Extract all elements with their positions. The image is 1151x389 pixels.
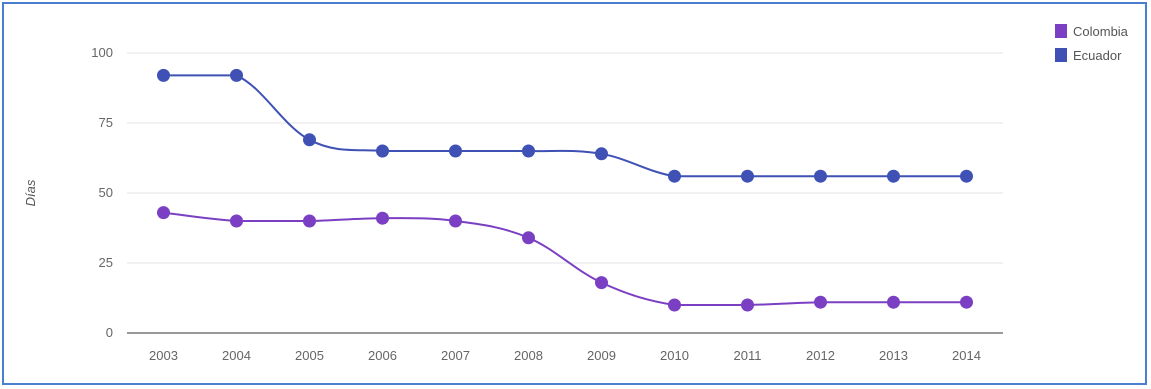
x-tick-label: 2003 <box>149 348 178 363</box>
data-point-colombia[interactable] <box>814 295 827 309</box>
data-point-colombia[interactable] <box>887 295 900 309</box>
series-line-ecuador <box>163 74 967 178</box>
data-point-ecuador[interactable] <box>303 133 316 147</box>
data-point-colombia[interactable] <box>157 206 170 220</box>
x-tick-label: 2014 <box>952 348 981 363</box>
y-tick-label: 50 <box>99 185 113 200</box>
data-point-ecuador[interactable] <box>960 169 973 183</box>
y-axis-ticks: 0 25 50 75 100 <box>91 45 113 340</box>
x-tick-label: 2008 <box>514 348 543 363</box>
x-tick-label: 2006 <box>368 348 397 363</box>
data-point-colombia[interactable] <box>668 298 681 312</box>
y-tick-label: 25 <box>99 255 113 270</box>
x-tick-label: 2012 <box>806 348 835 363</box>
data-point-colombia[interactable] <box>303 214 316 228</box>
legend-swatch-ecuador <box>1055 48 1067 62</box>
gridlines <box>127 52 1003 264</box>
x-tick-label: 2011 <box>734 348 762 363</box>
y-tick-label: 100 <box>91 45 113 60</box>
data-point-ecuador[interactable] <box>741 169 754 183</box>
x-tick-label: 2007 <box>441 348 470 363</box>
data-point-ecuador[interactable] <box>157 68 170 82</box>
y-tick-label: 0 <box>106 325 113 340</box>
data-point-colombia[interactable] <box>595 276 608 290</box>
data-point-ecuador[interactable] <box>230 68 243 82</box>
series-group <box>157 68 973 312</box>
x-tick-label: 2009 <box>587 348 616 363</box>
x-axis-ticks: 2003 2004 2005 2006 2007 2008 2009 2010 2011 2012… <box>149 348 981 363</box>
x-tick-label: 2004 <box>222 348 251 363</box>
data-point-colombia[interactable] <box>449 214 462 228</box>
data-point-colombia[interactable] <box>741 298 754 312</box>
legend: Colombia Ecuador <box>1055 24 1129 63</box>
data-point-colombia[interactable] <box>376 211 389 225</box>
data-point-ecuador[interactable] <box>814 169 827 183</box>
data-point-ecuador[interactable] <box>376 144 389 158</box>
data-point-ecuador[interactable] <box>449 144 462 158</box>
x-tick-label: 2013 <box>879 348 908 363</box>
series-line-colombia <box>163 211 967 307</box>
data-point-colombia[interactable] <box>230 214 243 228</box>
data-point-ecuador[interactable] <box>595 147 608 161</box>
data-point-ecuador[interactable] <box>668 169 681 183</box>
legend-swatch-colombia <box>1055 24 1067 38</box>
x-tick-label: 2010 <box>660 348 689 363</box>
data-point-colombia[interactable] <box>960 295 973 309</box>
data-point-ecuador[interactable] <box>887 169 900 183</box>
legend-label-colombia: Colombia <box>1073 24 1129 39</box>
data-point-ecuador[interactable] <box>522 144 535 158</box>
y-tick-label: 75 <box>99 115 113 130</box>
legend-label-ecuador: Ecuador <box>1073 48 1122 63</box>
x-tick-label: 2005 <box>295 348 324 363</box>
data-point-colombia[interactable] <box>522 231 535 245</box>
y-axis-title: Días <box>23 179 38 206</box>
